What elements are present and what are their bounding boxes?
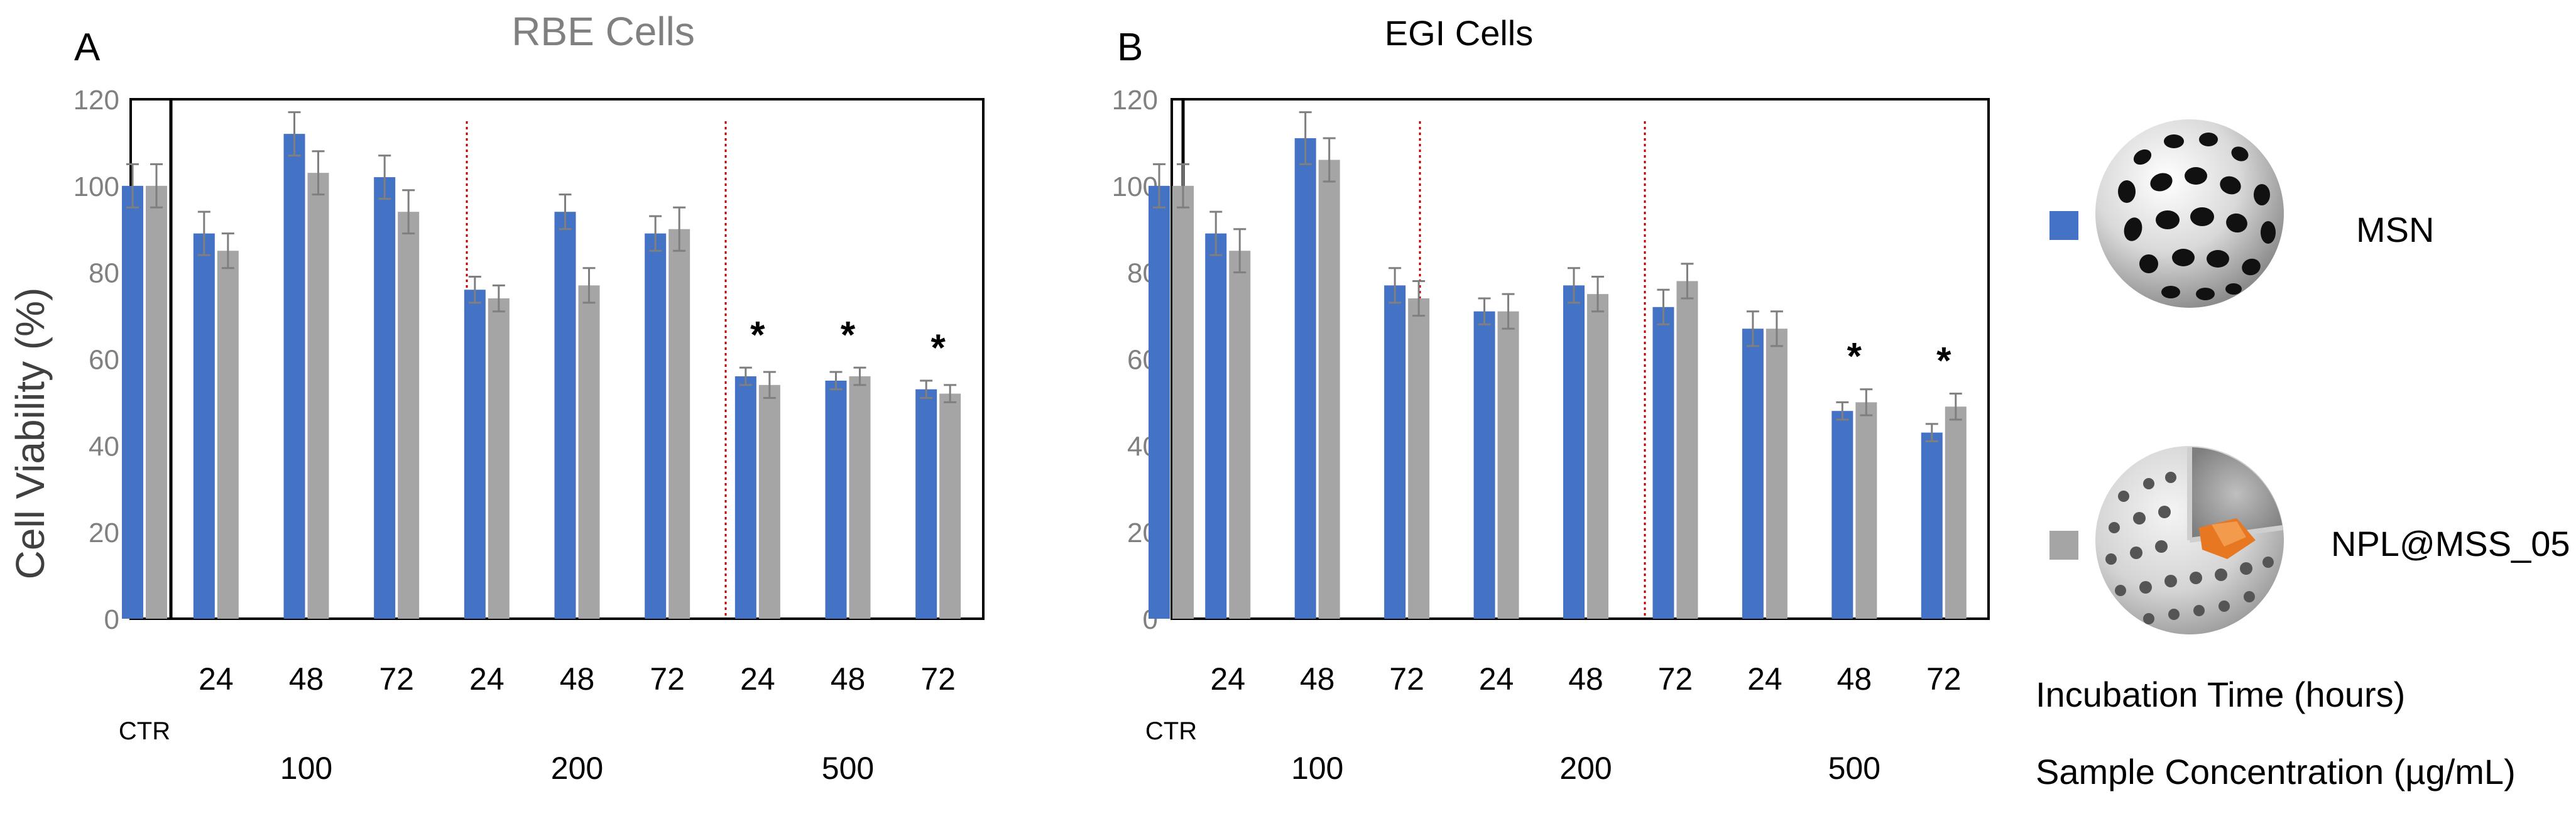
y-tick-label: 120 [74,85,119,116]
bar-msn [1205,233,1227,619]
bar-npl [488,298,510,619]
bar-msn [464,290,486,619]
bar-msn [915,389,937,619]
bar-npl [146,185,167,619]
group-label: 500 [822,751,874,786]
bar-msn [1831,411,1853,619]
significance-star: * [931,327,946,369]
x-tick-label: 48 [289,661,324,697]
legend-label-npl: NPL@MSS_05 [2331,524,2570,563]
x-tick-label: 24 [199,661,234,697]
x-tick-label: 72 [650,661,685,697]
x-tick-label: 48 [1300,661,1335,697]
bar-npl [1229,251,1251,619]
bar-npl [849,376,871,619]
chart-title-a: RBE Cells [511,9,695,54]
y-tick-label: 20 [89,518,119,548]
group-label: 500 [1828,751,1880,786]
y-tick-label: 60 [89,345,119,376]
bar-npl [758,384,780,619]
group-label: 200 [1559,751,1612,786]
bar-msn [1921,432,1943,619]
panel-letter-b: B [1117,26,1143,69]
bar-msn [645,233,667,619]
x-tick-label: 48 [560,661,595,697]
bar-npl [1408,298,1430,619]
bar-msn [825,380,847,619]
y-tick-label: 100 [74,171,119,202]
bar-msn [1742,329,1764,619]
group-label: 200 [551,751,603,786]
bar-npl [939,393,961,619]
bar-npl [398,212,420,619]
bar-msn [1652,307,1674,619]
bar-npl [1318,160,1340,619]
x-tick-label: 24 [469,661,505,697]
bar-npl [578,285,600,619]
legend: MSN NPL@MSS_05 [2049,119,2570,634]
y-tick-label: 40 [89,431,119,462]
y-tick-label: 80 [89,258,119,289]
bar-msn [1473,311,1495,619]
panel-letter-a: A [74,26,101,69]
y-tick-label: 0 [104,604,119,635]
bar-msn [122,185,143,619]
x-tick-label: 72 [1389,661,1424,697]
bar-msn [193,233,215,619]
group-label: 100 [280,751,332,786]
bar-msn [374,177,396,619]
significance-star: * [841,313,856,356]
bar-npl [1855,402,1877,619]
x-tick-label: 72 [1926,661,1962,697]
y-tick-label: 120 [1112,85,1158,116]
x-tick-label: 72 [379,661,414,697]
incubation-time-label: Incubation Time (hours) [2036,675,2405,714]
bar-npl [217,251,239,619]
x-tick-label: 24 [1747,661,1782,697]
significance-star: * [750,313,765,356]
bar-msn [283,134,305,619]
y-axis-label: Cell Viability (%) [8,288,53,580]
bar-npl [1766,329,1787,619]
panel-a: A RBE Cells 0 20 40 60 80 100 120 * * * CTR 24 48 72 2… [74,9,985,786]
legend-label-msn: MSN [2356,210,2434,249]
x-tick-label: 72 [920,661,956,697]
x-tick-label: 24 [1479,661,1514,697]
x-tick-label: 48 [1837,661,1872,697]
significance-star: * [1936,340,1951,382]
significance-star: * [1847,335,1862,378]
bar-npl [1497,311,1519,619]
x-tick-label-ctr: CTR [1145,717,1197,745]
bar-npl [1676,281,1698,619]
porous-sphere-icon [2095,119,2284,308]
bar-npl [1945,406,1967,619]
bar-npl [307,173,329,619]
x-tick-label-ctr: CTR [119,717,170,745]
sample-concentration-label: Sample Concentration (µg/mL) [2036,752,2516,791]
x-tick-label: 48 [831,661,866,697]
chart-title-b: EGI Cells [1385,13,1534,53]
bar-msn [1149,185,1170,619]
bar-npl [1172,185,1194,619]
bar-npl [1587,294,1608,619]
bar-msn [1384,285,1406,619]
bar-msn [1563,285,1585,619]
x-tick-label: 24 [740,661,775,697]
bar-msn [1294,138,1316,619]
x-tick-label: 48 [1568,661,1603,697]
cutaway-sphere-icon [2095,446,2284,634]
group-label: 100 [1291,751,1343,786]
bar-msn [554,212,576,619]
x-tick-label: 72 [1658,661,1693,697]
legend-swatch-npl [2049,531,2078,560]
legend-swatch-msn [2049,211,2078,240]
bar-msn [734,376,756,619]
bar-npl [669,229,690,619]
x-tick-label: 24 [1210,661,1245,697]
